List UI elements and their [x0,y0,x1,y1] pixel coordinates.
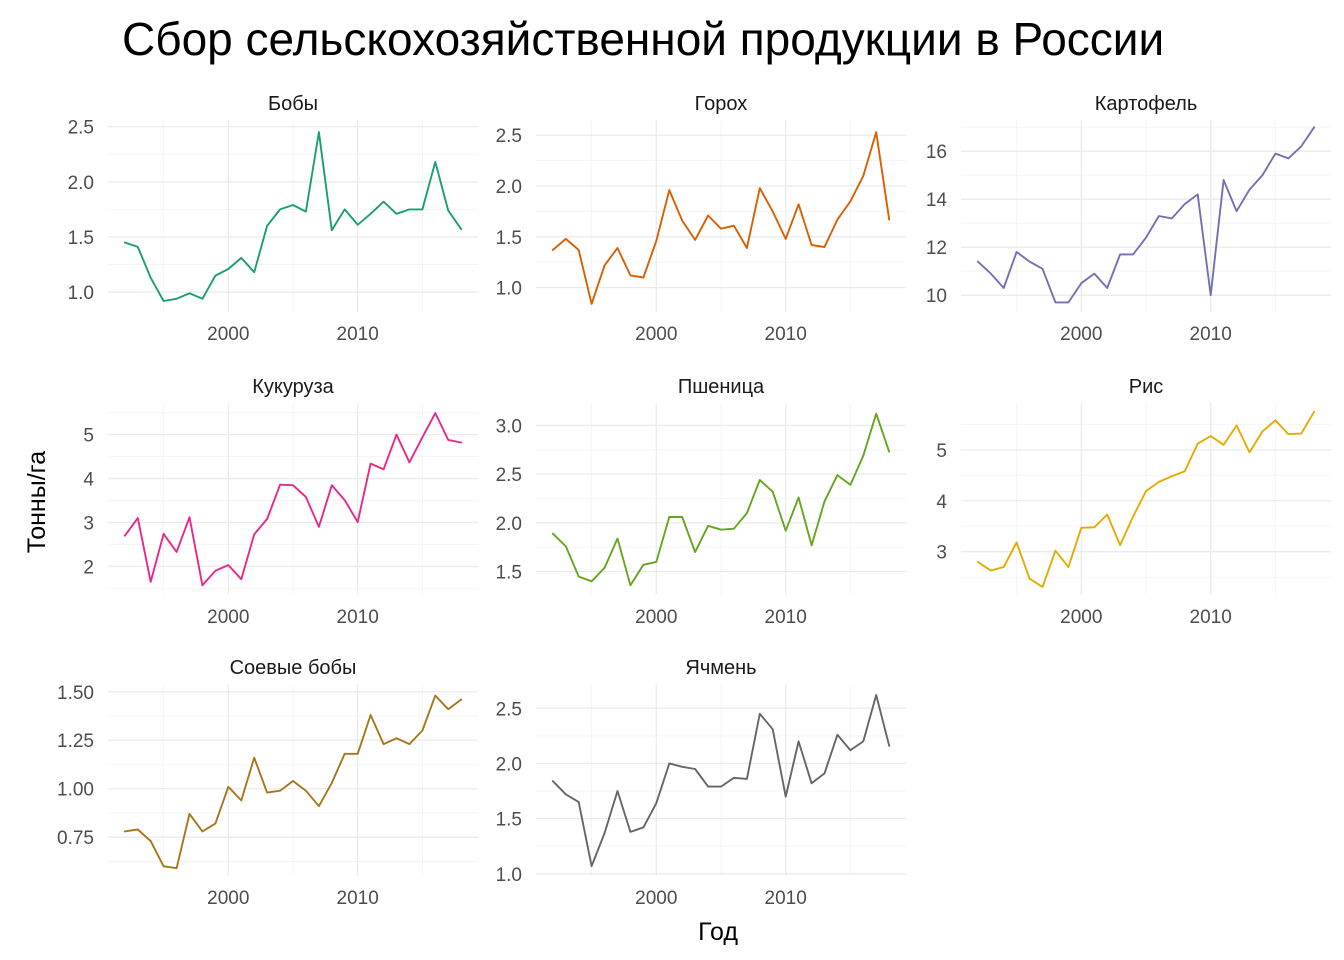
x-tick-label: 2010 [1190,324,1232,345]
y-tick-label: 2.5 [496,699,522,720]
series-line [123,412,463,587]
panel-title: Бобы [268,93,318,115]
series-line [551,694,891,868]
panel-6: 2000 2010 0.75 1.00 1.25 1.50 Соевые бобы [57,657,478,909]
panels: 2000 2010 1.0 1.5 2.0 2.5 Бобы 2000 2010 1.0 1.5 2.… [57,93,1331,909]
x-tick-label: 2000 [1060,607,1102,628]
y-tick-label: 1.5 [496,228,522,249]
y-tick-label: 10 [926,286,947,307]
panel-title: Картофель [1095,93,1198,115]
y-tick-label: 2.5 [496,126,522,147]
series-line [976,410,1316,588]
x-tick-label: 2010 [337,607,379,628]
y-tick-label: 1.00 [57,780,94,801]
y-tick-label: 1.5 [68,228,94,249]
x-tick-label: 2000 [207,607,249,628]
y-axis-title: Тонны/га [23,451,51,553]
x-tick-label: 2010 [765,888,807,909]
panel-0: 2000 2010 1.0 1.5 2.0 2.5 Бобы [68,93,478,345]
series-line [976,126,1316,304]
y-tick-label: 3 [83,514,94,535]
series-line [123,131,463,302]
x-tick-label: 2000 [635,888,677,909]
panel-3: 2000 2010 2 3 4 5 Кукуруза [83,376,478,628]
y-tick-label: 3 [936,543,947,564]
y-tick-label: 1.0 [68,283,94,304]
x-tick-label: 2010 [1190,607,1232,628]
panel-4: 2000 2010 1.5 2.0 2.5 3.0 Пшеница [496,376,906,628]
y-tick-label: 4 [936,492,947,513]
y-tick-label: 1.25 [57,731,94,752]
x-tick-label: 2010 [337,888,379,909]
y-tick-label: 14 [926,190,948,211]
x-tick-label: 2000 [207,888,249,909]
x-tick-label: 2010 [765,607,807,628]
y-tick-label: 1.5 [496,563,522,584]
y-tick-label: 0.75 [57,828,94,849]
x-axis-title: Год [698,918,738,946]
series-line [551,412,891,587]
y-tick-label: 5 [83,426,94,447]
y-tick-label: 2.5 [496,465,522,486]
panel-title: Горох [695,93,748,115]
y-tick-label: 5 [936,441,947,462]
chart-title: Сбор сельскохозяйственной продукции в Ро… [122,13,1164,65]
x-tick-label: 2000 [635,324,677,345]
y-tick-label: 2.5 [68,118,94,139]
y-tick-label: 3.0 [496,416,522,437]
panel-5: 2000 2010 3 4 5 Рис [936,376,1331,628]
panel-title: Рис [1129,376,1164,398]
panel-title: Соевые бобы [230,657,357,679]
y-tick-label: 16 [926,142,947,163]
panel-1: 2000 2010 1.0 1.5 2.0 2.5 Горох [496,93,906,345]
y-tick-label: 1.0 [496,865,522,886]
panel-title: Кукуруза [252,376,334,398]
y-tick-label: 12 [926,238,947,259]
y-tick-label: 1.50 [57,683,94,704]
panel-title: Ячмень [685,657,756,679]
panel-7: 2000 2010 1.0 1.5 2.0 2.5 Ячмень [496,657,906,909]
x-tick-label: 2000 [1060,324,1102,345]
x-tick-label: 2000 [635,607,677,628]
panel-title: Пшеница [678,376,765,398]
y-tick-label: 2 [83,557,94,578]
y-tick-label: 2.0 [68,173,94,194]
y-tick-label: 2.0 [496,177,522,198]
series-line [551,131,891,305]
y-tick-label: 1.0 [496,279,522,300]
y-tick-label: 1.5 [496,810,522,831]
x-tick-label: 2000 [207,324,249,345]
y-tick-label: 4 [83,470,94,491]
y-tick-label: 2.0 [496,514,522,535]
x-tick-label: 2010 [337,324,379,345]
y-tick-label: 2.0 [496,754,522,775]
series-line [123,694,463,870]
x-tick-label: 2010 [765,324,807,345]
